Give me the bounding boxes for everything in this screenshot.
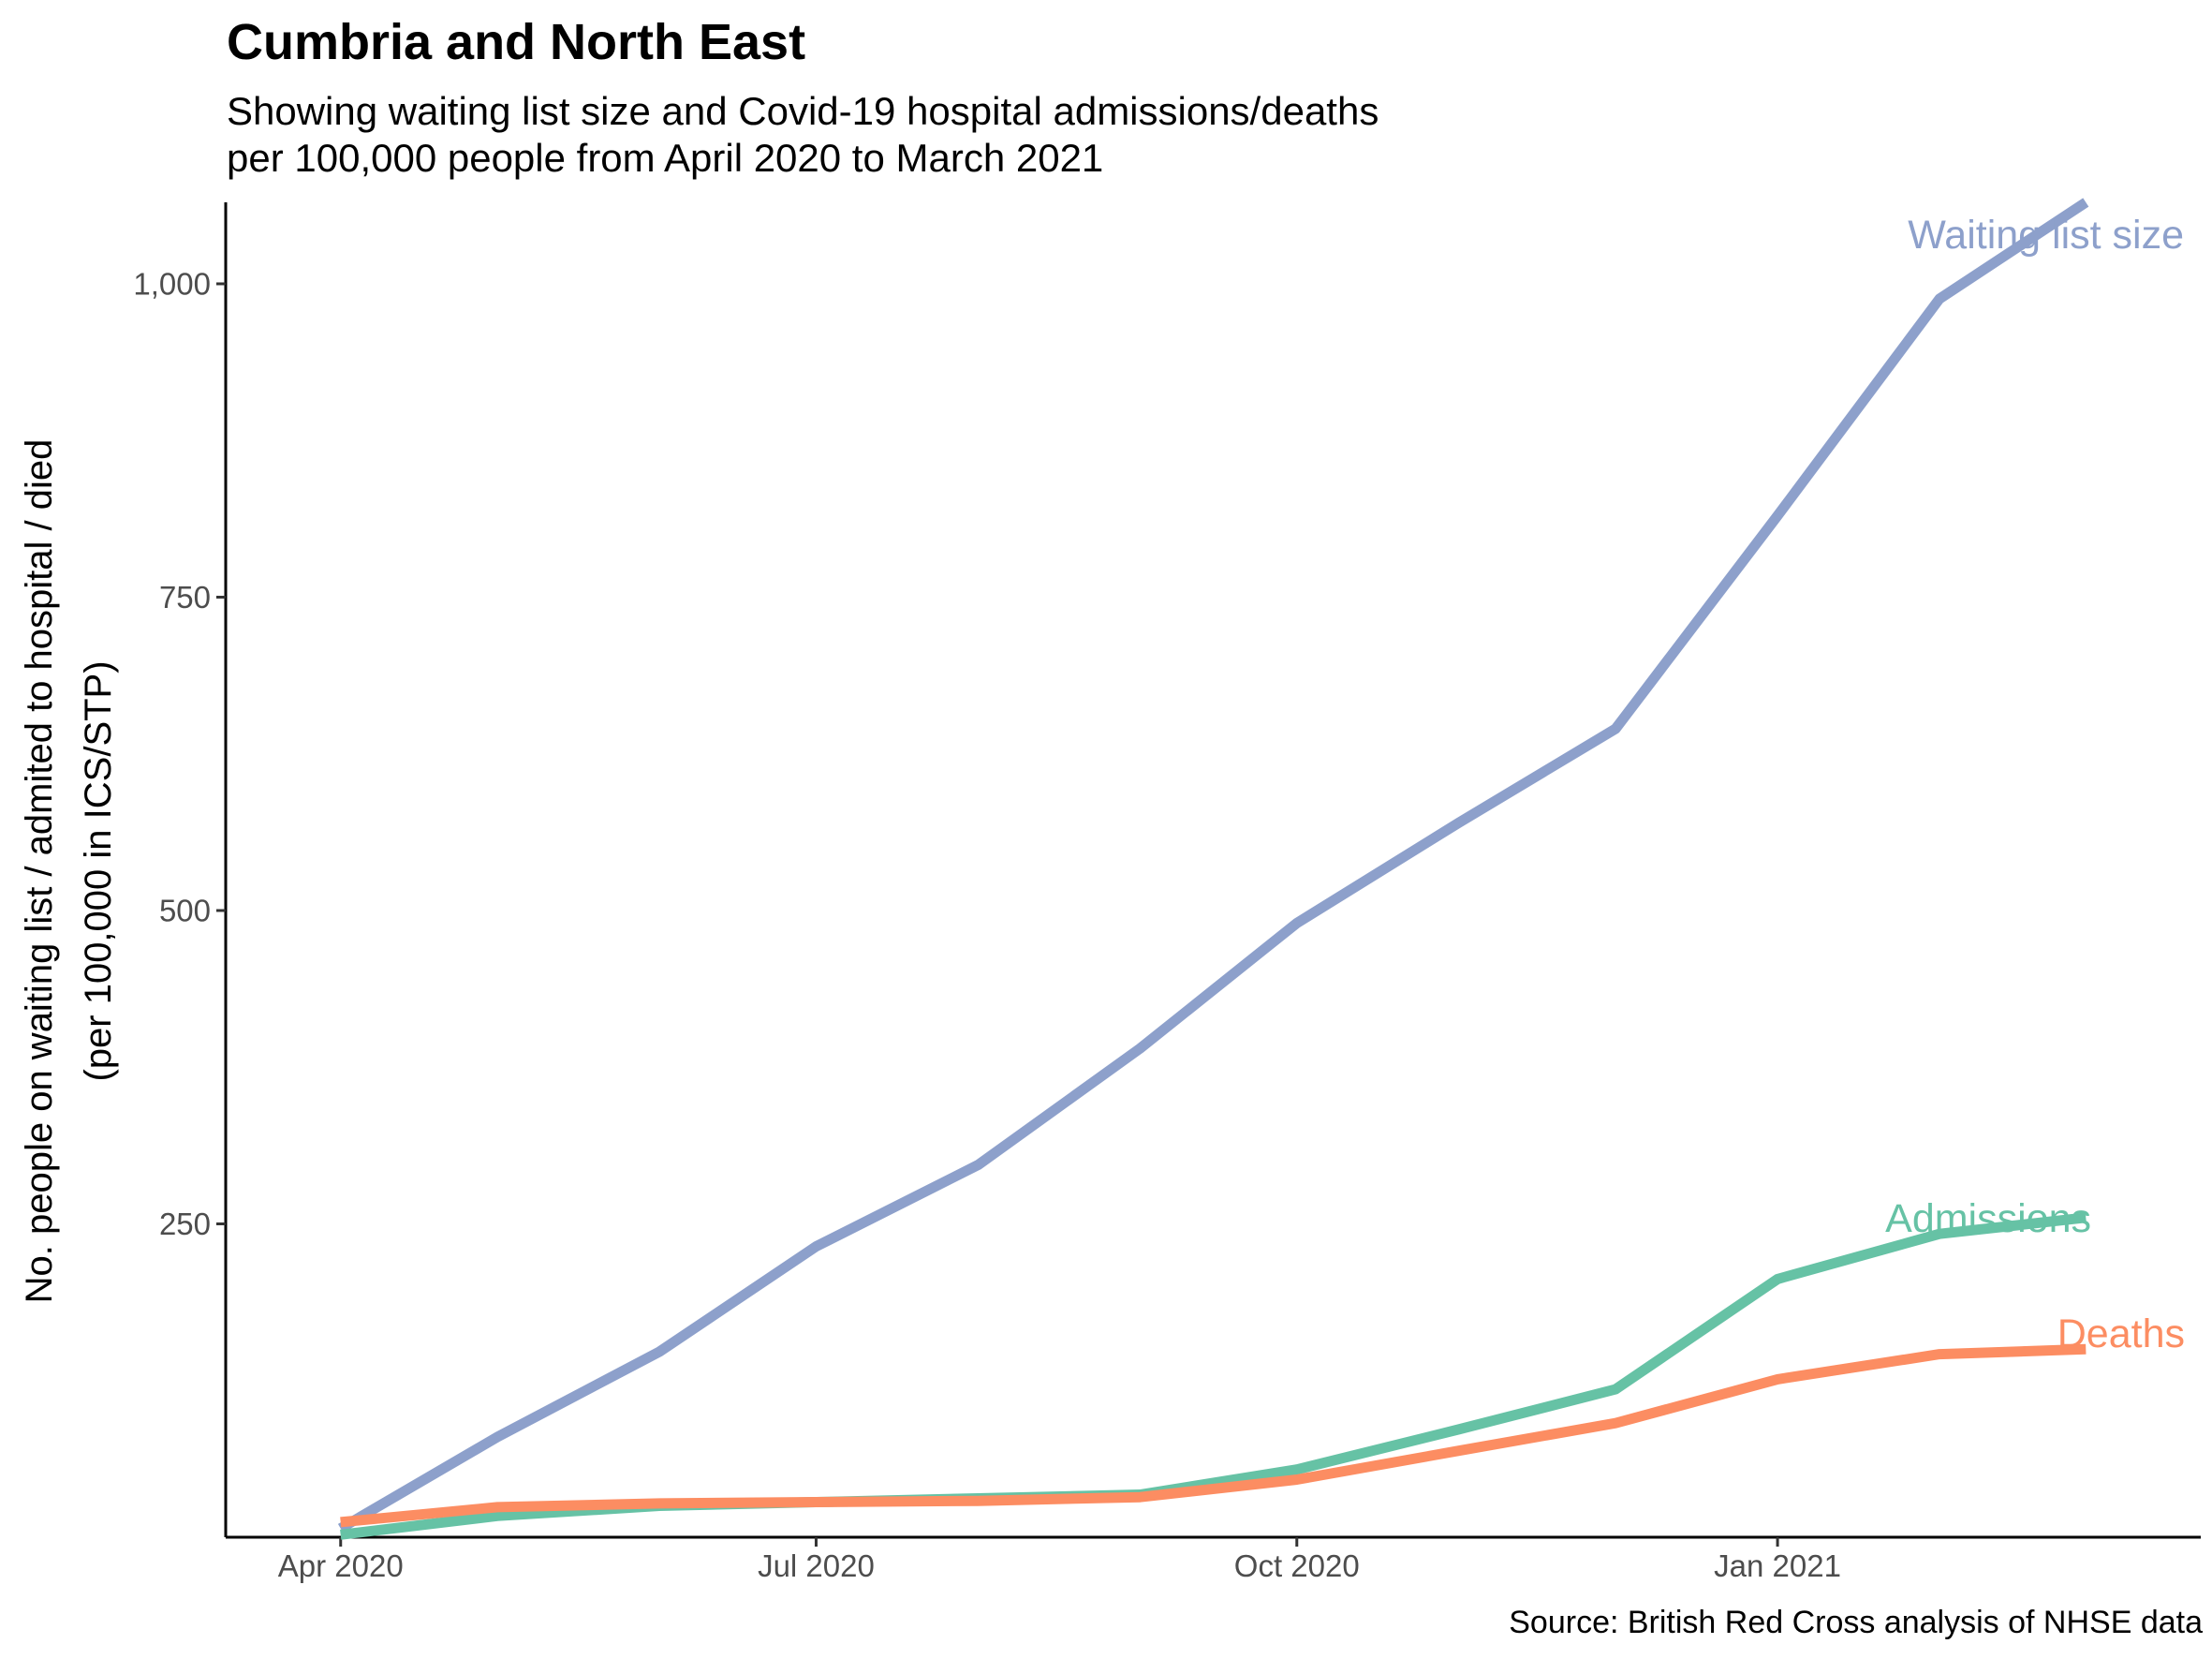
series-label-admissions: Admissions (1885, 1196, 2091, 1241)
x-tick-label: Jan 2021 (1714, 1548, 1841, 1583)
x-tick-label: Apr 2020 (278, 1548, 404, 1583)
y-axis-title: No. people on waiting list / admited to … (19, 439, 119, 1304)
y-axis-title-line-1: No. people on waiting list / admited to … (19, 439, 60, 1304)
y-axis-ticks: 250 500 750 1,000 (133, 266, 226, 1241)
chart-title: Cumbria and North East (227, 14, 806, 70)
series-lines (337, 198, 2089, 1540)
x-tick-label: Oct 2020 (1234, 1548, 1360, 1583)
x-tick-label: Jul 2020 (758, 1548, 875, 1583)
x-axis-ticks: Apr 2020 Jul 2020 Oct 2020 Jan 2021 (278, 1537, 1841, 1583)
series-line-deaths (340, 1343, 2087, 1528)
series-label-deaths: Deaths (2057, 1311, 2185, 1356)
y-axis-title-line-2: (per 100,000 in ICS/STP) (78, 660, 119, 1081)
y-tick-label: 750 (159, 580, 211, 615)
y-tick-label: 500 (159, 893, 211, 927)
subtitle-line-1: Showing waiting list size and Covid-19 h… (227, 89, 1379, 133)
subtitle-line-2: per 100,000 people from April 2020 to Ma… (227, 136, 1104, 180)
series-labels: Waiting list size Admissions Deaths (1885, 213, 2185, 1356)
series-line-waiting-list-size (337, 198, 2089, 1533)
chart-subtitle: Showing waiting list size and Covid-19 h… (227, 88, 1379, 182)
y-tick-label: 250 (159, 1207, 211, 1241)
series-label-waiting-list-size: Waiting list size (1908, 213, 2184, 258)
y-tick-label: 1,000 (133, 266, 211, 301)
chart-caption: Source: British Red Cross analysis of NH… (1509, 1605, 2203, 1640)
